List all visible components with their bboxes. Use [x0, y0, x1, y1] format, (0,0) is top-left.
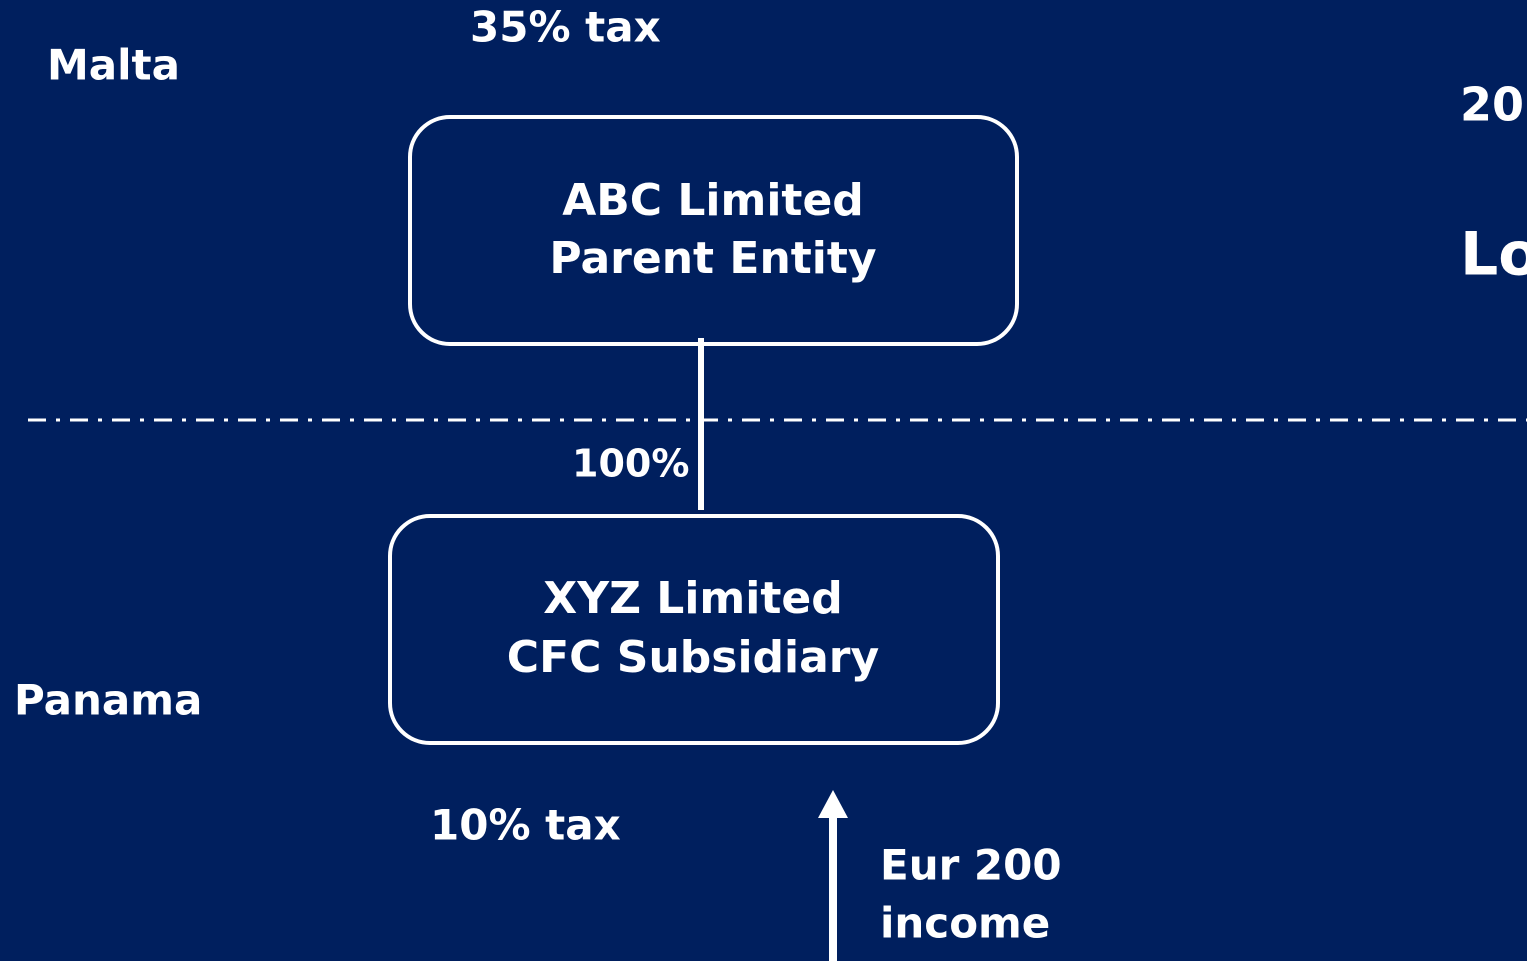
region-label: Malta [47, 41, 180, 90]
side-text: 20 [1460, 78, 1524, 132]
ownership-label: 100% [572, 442, 689, 486]
parent-box [408, 115, 1019, 346]
tax-label: 10% tax [430, 801, 621, 850]
arrow-head [818, 790, 848, 818]
entity-role: Parent Entity [549, 233, 876, 284]
subsidiary-box [388, 514, 1000, 745]
income-label: income [880, 899, 1050, 948]
region-label: Panama [14, 676, 202, 725]
side-text: Lo [1460, 220, 1527, 290]
entity-name: XYZ Limited [543, 573, 842, 624]
entity-name: ABC Limited [562, 175, 864, 226]
income-label: Eur 200 [880, 841, 1062, 890]
tax-label: 35% tax [470, 3, 661, 52]
entity-role: CFC Subsidiary [507, 632, 879, 683]
